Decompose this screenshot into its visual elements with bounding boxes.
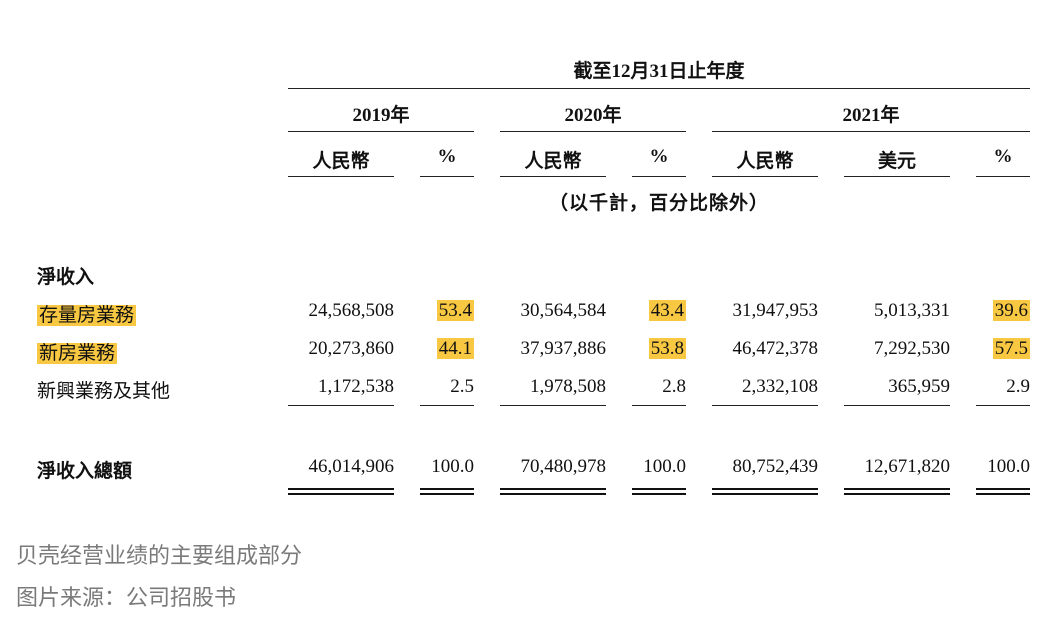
total-double-rule <box>712 488 818 495</box>
col-rule <box>976 176 1030 177</box>
cell-highlight: 44.1 <box>436 338 474 359</box>
total-cell: 12,671,820 <box>864 456 951 477</box>
cell: 53.4 <box>420 300 474 322</box>
total-cell: 100.0 <box>643 456 686 477</box>
units-note: （以千計，百分比除外） <box>548 193 769 214</box>
total-double-rule <box>632 488 686 495</box>
subtotal-rule <box>844 405 950 406</box>
cell: 2.9 <box>1006 376 1030 397</box>
row-label-text: 新房業務 <box>37 343 118 364</box>
subtotal-rule <box>712 405 818 406</box>
cell: 53.8 <box>632 338 686 360</box>
cell: 57.5 <box>976 338 1030 360</box>
cell: 1,978,508 <box>530 376 606 397</box>
section-label: 淨收入 <box>37 267 95 288</box>
col-2021-rmb: 人民幣 <box>736 151 794 172</box>
year-2019-rule <box>288 131 474 132</box>
total-double-rule <box>976 488 1030 495</box>
year-2019: 2019年 <box>352 105 410 126</box>
row-label-text: 存量房業務 <box>37 305 137 326</box>
cell: 7,292,530 <box>874 338 950 359</box>
cell-highlight: 53.4 <box>436 300 474 321</box>
col-rule <box>844 176 950 177</box>
period-header-rule <box>288 88 1030 89</box>
cell: 2,332,108 <box>742 376 818 397</box>
cell: 43.4 <box>632 300 686 322</box>
col-rule <box>500 176 606 177</box>
col-2021-usd: 美元 <box>877 151 916 172</box>
cell: 39.6 <box>976 300 1030 322</box>
total-double-rule <box>420 488 474 495</box>
total-cell: 70,480,978 <box>520 456 607 477</box>
col-2020-pct: % <box>649 146 669 167</box>
period-header: 截至12月31日止年度 <box>573 61 745 82</box>
cell: 24,568,508 <box>308 300 395 321</box>
subtotal-rule <box>976 405 1030 406</box>
subtotal-rule <box>420 405 474 406</box>
cell: 365,959 <box>888 376 950 397</box>
year-2021: 2021年 <box>842 105 900 126</box>
row-label-emerging: 新興業務及其他 <box>37 381 171 402</box>
col-rule <box>420 176 474 177</box>
cell-highlight: 39.6 <box>992 300 1030 321</box>
subtotal-rule <box>288 405 394 406</box>
col-2019-pct: % <box>437 146 457 167</box>
subtotal-rule <box>632 405 686 406</box>
cell: 2.8 <box>662 376 686 397</box>
cell: 44.1 <box>420 338 474 360</box>
caption-title: 贝壳经营业绩的主要组成部分 <box>16 544 303 569</box>
total-cell: 100.0 <box>431 456 474 477</box>
subtotal-rule <box>500 405 606 406</box>
cell: 2.5 <box>450 376 474 397</box>
total-cell: 80,752,439 <box>732 456 819 477</box>
cell: 37,937,886 <box>520 338 607 359</box>
caption-source: 图片来源：公司招股书 <box>16 586 237 611</box>
total-double-rule <box>844 488 950 495</box>
col-2021-pct: % <box>993 146 1013 167</box>
cell-highlight: 53.8 <box>648 338 686 359</box>
cell: 31,947,953 <box>732 300 819 321</box>
col-rule <box>712 176 818 177</box>
cell: 1,172,538 <box>318 376 394 397</box>
row-label-new-home: 新房業務 <box>37 338 118 365</box>
col-2020-rmb: 人民幣 <box>524 151 582 172</box>
total-cell: 100.0 <box>987 456 1030 477</box>
total-double-rule <box>288 488 394 495</box>
year-2020: 2020年 <box>564 105 622 126</box>
year-2020-rule <box>500 131 686 132</box>
cell: 46,472,378 <box>732 338 819 359</box>
cell: 30,564,584 <box>520 300 607 321</box>
year-2021-rule <box>712 131 1030 132</box>
cell-highlight: 57.5 <box>992 338 1030 359</box>
cell: 20,273,860 <box>308 338 395 359</box>
cell-highlight: 43.4 <box>648 300 686 321</box>
row-label-existing-home: 存量房業務 <box>37 300 137 327</box>
col-rule <box>632 176 686 177</box>
cell: 5,013,331 <box>874 300 950 321</box>
total-cell: 46,014,906 <box>308 456 395 477</box>
col-rule <box>288 176 394 177</box>
total-double-rule <box>500 488 606 495</box>
col-2019-rmb: 人民幣 <box>312 151 370 172</box>
total-label: 淨收入總額 <box>37 461 133 482</box>
